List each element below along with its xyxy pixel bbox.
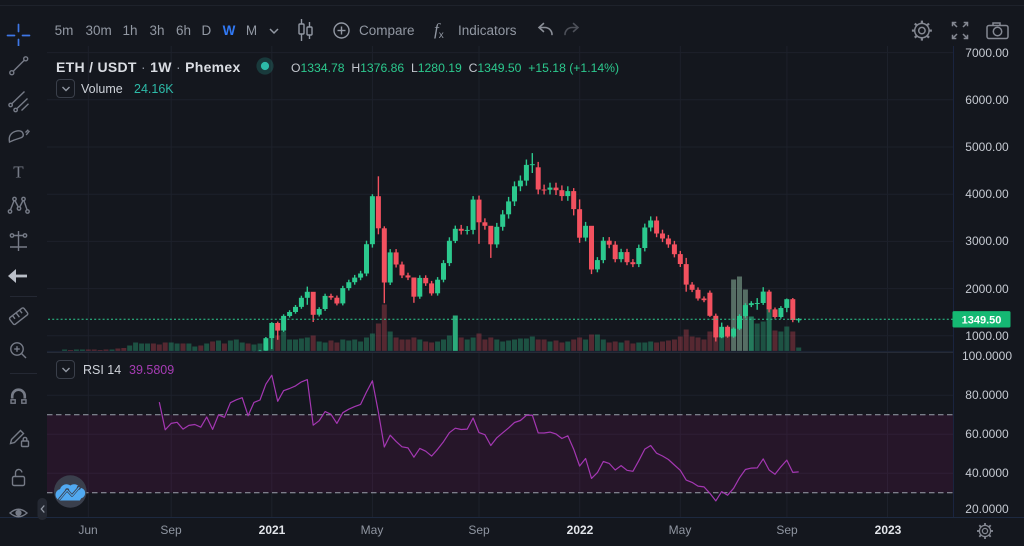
svg-text:T: T	[13, 163, 24, 182]
svg-text:1349.50: 1349.50	[962, 314, 1002, 326]
